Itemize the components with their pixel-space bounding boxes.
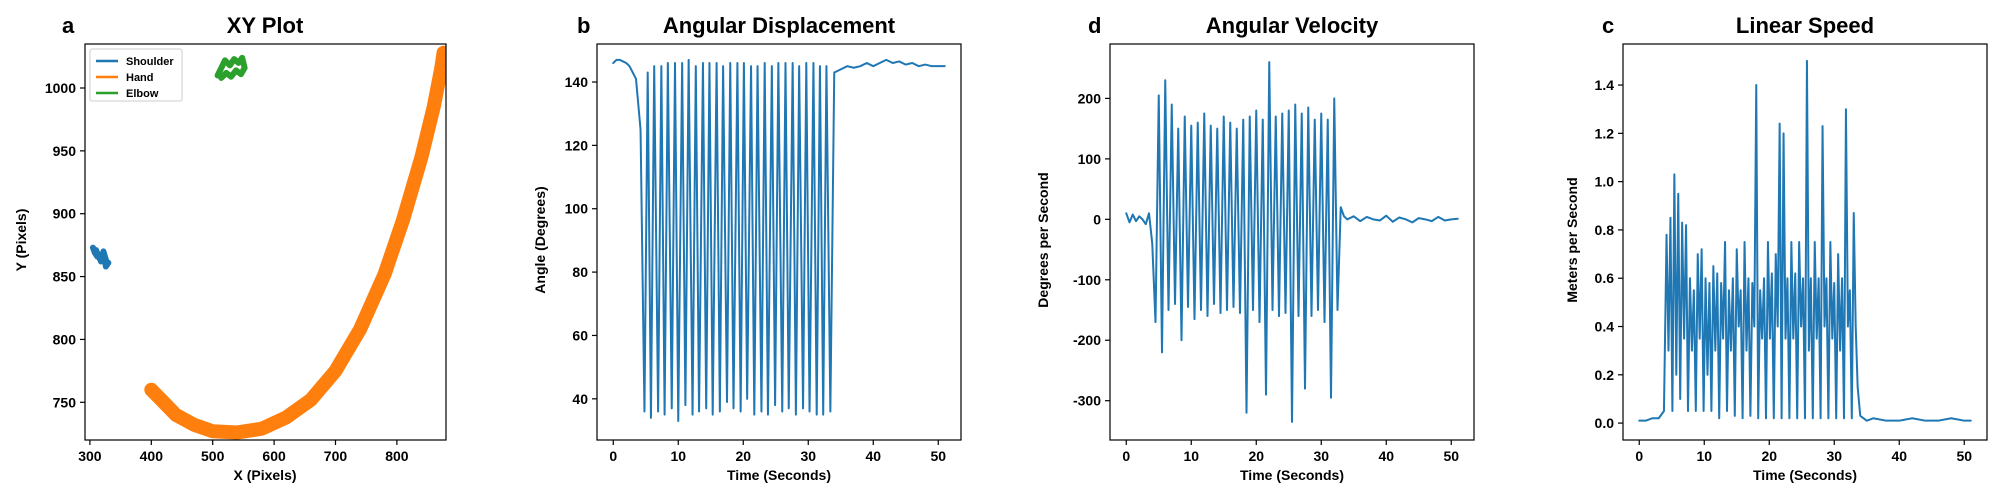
panel-letter-b: b [577, 13, 590, 38]
y-axis-label: Degrees per Second [1035, 172, 1051, 307]
x-tick-label: 40 [1378, 448, 1394, 464]
y-tick-label: 0.6 [1595, 270, 1615, 286]
chart-title: XY Plot [227, 13, 304, 38]
y-tick-label: 950 [53, 143, 77, 159]
panel-letter-d: d [1088, 13, 1101, 38]
x-tick-label: 30 [800, 448, 816, 464]
x-tick-label: 600 [262, 448, 286, 464]
y-tick-label: 1.2 [1595, 125, 1615, 141]
x-tick-label: 10 [670, 448, 686, 464]
legend-label-hand: Hand [126, 72, 154, 84]
y-tick-label: 1.4 [1595, 77, 1615, 93]
chart-title: Angular Velocity [1206, 13, 1379, 38]
x-tick-label: 700 [324, 448, 348, 464]
plot-frame [84, 43, 447, 441]
y-axis-label: Meters per Second [1564, 177, 1580, 302]
x-tick-label: 300 [78, 448, 102, 464]
plot-frame [596, 43, 962, 441]
y-tick-label: 120 [565, 137, 589, 153]
x-tick-label: 40 [1891, 448, 1907, 464]
y-tick-label: 40 [572, 391, 588, 407]
series-line-elbow [214, 54, 248, 81]
x-tick-label: 30 [1313, 448, 1329, 464]
series-line-hand [144, 45, 446, 440]
x-tick-label: 0 [1635, 448, 1643, 464]
y-axis-label: Y (Pixels) [13, 209, 29, 272]
x-tick-label: 500 [201, 448, 225, 464]
y-tick-label: 0.4 [1595, 319, 1615, 335]
legend-label-shoulder: Shoulder [126, 56, 174, 68]
y-tick-label: 900 [53, 206, 77, 222]
y-tick-label: 0.0 [1595, 415, 1615, 431]
x-axis-label: X (Pixels) [233, 467, 296, 483]
x-tick-label: 0 [1122, 448, 1130, 464]
panel-angular-displacement: b Angular Displacement Time (Seconds) An… [532, 13, 962, 483]
y-tick-label: -200 [1073, 332, 1101, 348]
x-tick-label: 50 [1443, 448, 1459, 464]
panel-letter-a: a [62, 13, 75, 38]
x-tick-label: 800 [385, 448, 409, 464]
y-tick-label: 100 [1078, 151, 1102, 167]
series-line-data [612, 58, 946, 422]
legend: Shoulder Hand Elbow [89, 48, 183, 102]
y-tick-label: 100 [565, 201, 589, 217]
y-axis-label: Angle (Degrees) [532, 186, 548, 293]
y-tick-label: 0.2 [1595, 367, 1615, 383]
x-axis-label: Time (Seconds) [1240, 467, 1344, 483]
y-tick-label: 200 [1078, 90, 1102, 106]
y-tick-label: 1.0 [1595, 174, 1615, 190]
x-tick-label: 30 [1826, 448, 1842, 464]
x-tick-label: 10 [1183, 448, 1199, 464]
x-axis-label: Time (Seconds) [727, 467, 831, 483]
x-tick-label: 50 [930, 448, 946, 464]
y-tick-label: 60 [572, 327, 588, 343]
x-tick-label: 20 [1761, 448, 1777, 464]
series-line-shoulder [89, 244, 112, 270]
x-tick-label: 10 [1696, 448, 1712, 464]
series-line-data [1125, 61, 1459, 423]
y-tick-label: 140 [565, 74, 589, 90]
panel-xy-plot: a XY Plot X (Pixels) Y (Pixels) 300 400 50… [13, 13, 447, 483]
legend-label-elbow: Elbow [126, 88, 159, 100]
y-tick-label: -300 [1073, 393, 1101, 409]
series-line-data [1638, 59, 1972, 422]
x-tick-label: 20 [735, 448, 751, 464]
y-tick-label: 0 [1093, 211, 1101, 227]
y-tick-label: 850 [53, 269, 77, 285]
y-tick-label: 800 [53, 331, 77, 347]
chart-title: Angular Displacement [663, 13, 896, 38]
y-tick-label: 1000 [45, 80, 76, 96]
chart-title: Linear Speed [1736, 13, 1874, 38]
x-tick-label: 400 [140, 448, 164, 464]
panel-angular-velocity: d Angular Velocity Time (Seconds) Degree… [1035, 13, 1475, 483]
y-tick-label: 80 [572, 264, 588, 280]
y-tick-label: 750 [53, 394, 77, 410]
x-tick-label: 40 [865, 448, 881, 464]
panel-linear-speed: c Linear Speed Time (Seconds) Meters per… [1564, 13, 1988, 483]
x-tick-label: 0 [609, 448, 617, 464]
x-axis-label: Time (Seconds) [1753, 467, 1857, 483]
x-tick-label: 20 [1248, 448, 1264, 464]
panel-letter-c: c [1602, 13, 1614, 38]
plot-frame [1109, 43, 1475, 441]
plot-frame [1622, 43, 1988, 441]
x-tick-label: 50 [1956, 448, 1972, 464]
y-tick-label: -100 [1073, 272, 1101, 288]
y-tick-label: 0.8 [1595, 222, 1615, 238]
